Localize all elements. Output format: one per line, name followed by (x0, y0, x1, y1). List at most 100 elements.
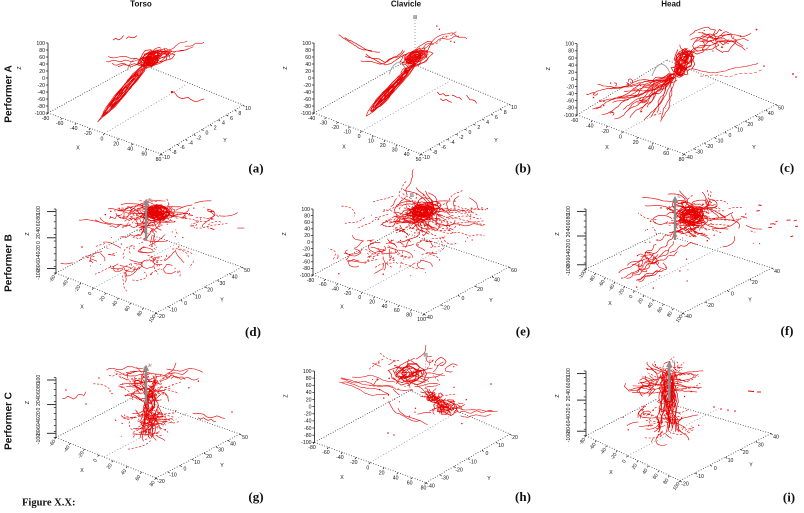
svg-text:X: X (80, 305, 84, 311)
svg-text:-60: -60 (303, 260, 311, 266)
svg-text:20: 20 (568, 70, 574, 76)
svg-text:0: 0 (621, 459, 628, 465)
svg-text:60: 60 (306, 383, 312, 389)
svg-text:0: 0 (628, 294, 635, 300)
svg-text:-40: -40 (425, 315, 433, 321)
svg-text:-30: -30 (320, 120, 328, 126)
svg-text:-80: -80 (36, 264, 42, 272)
svg-text:20: 20 (36, 233, 42, 239)
svg-text:Clavicle: Clavicle (391, 0, 422, 9)
svg-text:20: 20 (99, 295, 107, 303)
svg-text:-80: -80 (303, 266, 311, 272)
svg-text:-60: -60 (36, 423, 42, 431)
svg-text:2: 2 (477, 125, 480, 131)
svg-text:Performer A: Performer A (4, 65, 15, 122)
svg-text:(c): (c) (780, 160, 794, 175)
svg-text:-100: -100 (566, 432, 572, 442)
svg-text:0: 0 (87, 291, 94, 297)
svg-text:20: 20 (106, 462, 114, 470)
svg-text:10: 10 (511, 105, 517, 111)
svg-text:-40: -40 (331, 287, 339, 293)
svg-text:-80: -80 (36, 429, 42, 437)
svg-text:80: 80 (568, 49, 574, 55)
svg-text:40: 40 (566, 389, 572, 395)
svg-text:60: 60 (142, 152, 148, 158)
svg-text:20: 20 (36, 400, 42, 406)
svg-text:20: 20 (304, 233, 310, 239)
svg-text:Figure X.X:: Figure X.X: (22, 498, 75, 509)
svg-text:0: 0 (92, 458, 99, 464)
svg-text:X: X (605, 145, 609, 151)
svg-text:-20: -20 (601, 129, 609, 135)
svg-text:Head: Head (661, 0, 681, 9)
svg-text:100: 100 (36, 41, 45, 47)
svg-text:-20: -20 (36, 245, 42, 253)
svg-text:-20: -20 (609, 452, 618, 462)
svg-text:40: 40 (393, 475, 399, 481)
svg-text:20: 20 (207, 288, 213, 294)
svg-text:40: 40 (648, 146, 654, 152)
svg-text:-10: -10 (162, 155, 170, 161)
svg-text:-100: -100 (301, 440, 311, 446)
svg-text:0: 0 (358, 134, 361, 140)
svg-text:-60: -60 (322, 450, 330, 456)
svg-text:-20: -20 (304, 412, 312, 418)
svg-text:30: 30 (758, 442, 764, 448)
svg-text:-40: -40 (599, 447, 608, 457)
svg-text:0: 0 (184, 301, 187, 307)
svg-text:-20: -20 (303, 246, 311, 252)
svg-text:Z: Z (282, 232, 288, 236)
svg-text:-80: -80 (578, 437, 587, 447)
svg-text:Y: Y (494, 138, 498, 144)
svg-text:40: 40 (111, 300, 119, 308)
svg-text:-4: -4 (188, 140, 193, 146)
svg-text:60: 60 (566, 220, 572, 226)
svg-text:100: 100 (36, 375, 42, 384)
svg-text:80: 80 (566, 214, 572, 220)
svg-text:-80: -80 (307, 278, 315, 284)
svg-text:-20: -20 (567, 84, 575, 90)
svg-text:-60: -60 (38, 97, 46, 103)
svg-text:Y: Y (749, 462, 753, 468)
svg-text:Z: Z (555, 232, 561, 236)
svg-text:-40: -40 (567, 91, 575, 97)
svg-text:-100: -100 (35, 111, 45, 117)
svg-text:60: 60 (304, 220, 310, 226)
svg-text:-6: -6 (441, 145, 446, 151)
svg-text:40: 40 (641, 467, 649, 475)
svg-text:60: 60 (407, 480, 413, 486)
svg-text:8: 8 (504, 110, 507, 116)
svg-text:-60: -60 (304, 97, 312, 103)
svg-text:20: 20 (743, 450, 749, 456)
svg-text:10: 10 (368, 139, 374, 145)
svg-text:-40: -40 (336, 455, 344, 461)
svg-text:30: 30 (758, 117, 764, 123)
svg-text:X: X (342, 145, 346, 151)
svg-text:Z: Z (17, 66, 23, 70)
svg-text:Torso: Torso (130, 0, 152, 9)
svg-text:-100: -100 (300, 273, 310, 279)
svg-text:100: 100 (303, 369, 312, 375)
svg-text:X: X (608, 301, 612, 307)
svg-text:0: 0 (358, 295, 361, 301)
svg-text:0: 0 (206, 131, 209, 137)
svg-text:-60: -60 (566, 420, 572, 428)
svg-text:20: 20 (379, 470, 385, 476)
svg-text:4: 4 (222, 121, 225, 127)
svg-text:20: 20 (380, 143, 386, 149)
svg-text:80: 80 (679, 157, 685, 163)
svg-text:40: 40 (127, 147, 133, 153)
svg-text:-10: -10 (169, 473, 177, 479)
svg-text:-40: -40 (586, 123, 594, 129)
svg-text:80: 80 (149, 480, 157, 488)
svg-text:60: 60 (652, 472, 660, 480)
svg-text:100: 100 (565, 42, 574, 48)
svg-text:20: 20 (566, 232, 572, 238)
svg-text:-100: -100 (36, 434, 42, 444)
svg-text:-80: -80 (304, 104, 312, 110)
svg-text:-20: -20 (77, 450, 86, 460)
svg-text:N: N (672, 359, 675, 364)
svg-text:-8: -8 (172, 150, 177, 156)
svg-text:(e): (e) (516, 324, 530, 339)
svg-text:-60: -60 (566, 255, 572, 263)
